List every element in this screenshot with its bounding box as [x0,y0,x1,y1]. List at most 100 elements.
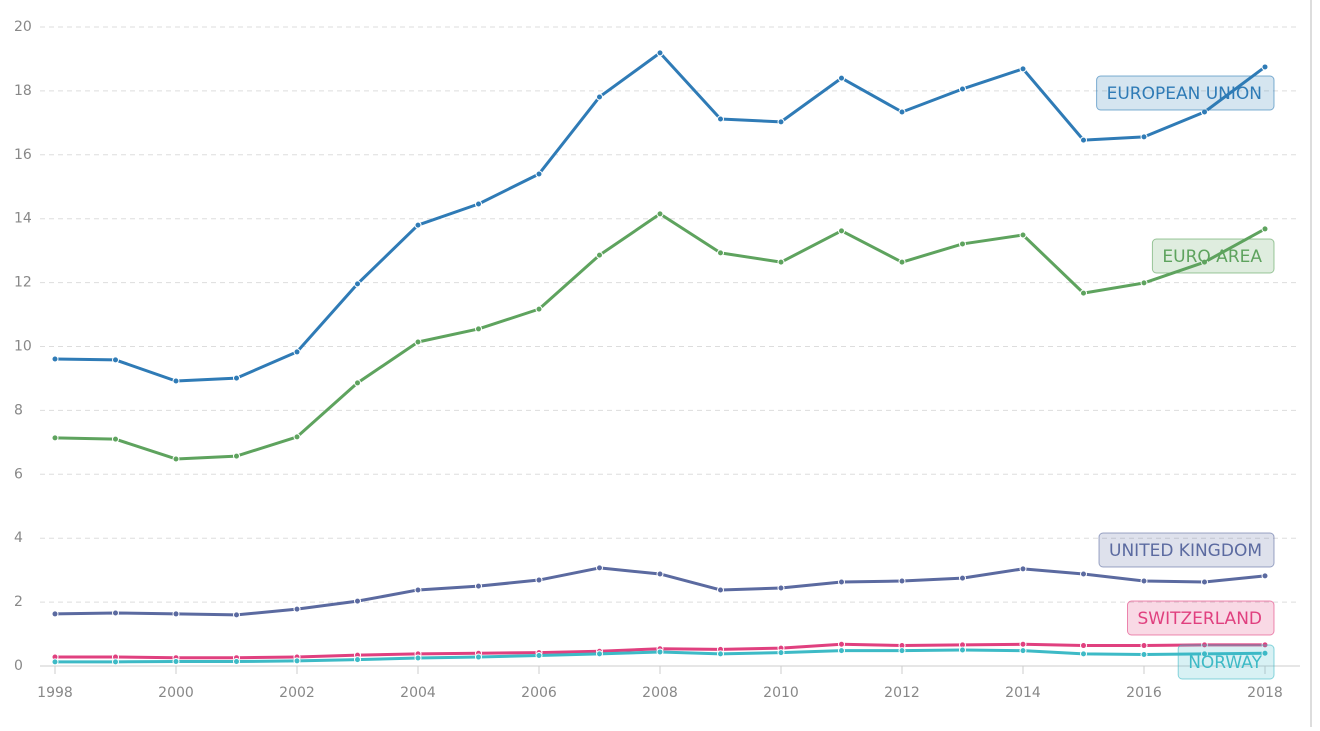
point [414,586,422,594]
point [233,374,240,382]
point [475,653,482,661]
point [112,658,119,666]
point [838,74,845,82]
point [1140,642,1148,650]
point [51,610,59,618]
point [656,648,664,656]
legend-box [1177,644,1275,680]
point [777,584,785,592]
point [777,118,785,126]
point [1201,650,1208,658]
x-tick-label: 1998 [37,685,73,701]
point [354,656,361,664]
y-tick-label: 20 [14,19,32,35]
point [838,640,845,648]
point [172,658,180,666]
x-tick-label: 2014 [1005,685,1041,701]
point [717,586,724,594]
point [1019,231,1027,239]
point [717,650,724,658]
point [354,280,361,288]
point [172,610,180,618]
point [1019,647,1027,655]
point [1140,279,1148,287]
point [51,355,59,363]
point [1019,565,1027,573]
point [354,597,361,605]
point [1261,63,1269,71]
y-tick-label: 8 [14,402,23,418]
point [354,379,361,387]
point [1080,136,1087,144]
point [656,210,664,218]
point [1140,577,1148,585]
legend-box [1098,532,1275,568]
point [1201,258,1208,266]
point [959,646,966,654]
point [414,221,422,229]
point [1019,640,1027,648]
legend-label: NORWAY [1188,653,1262,673]
point [475,200,482,208]
point [112,356,119,364]
point [51,434,59,442]
point [233,452,240,460]
point [112,435,119,443]
point [898,258,906,266]
legend-box [1151,238,1275,274]
y-tick-label: 2 [14,594,23,610]
point [959,85,966,93]
point [1080,570,1087,578]
point [838,227,845,235]
point [414,338,422,346]
legend-label: EUROPEAN UNION [1107,84,1262,104]
y-tick-label: 12 [14,275,32,291]
series-line [54,212,1266,461]
point [172,377,180,385]
point [475,582,482,590]
x-tick-label: 2018 [1247,685,1283,701]
point [293,348,301,356]
point [233,611,240,619]
point [717,115,724,123]
point [414,654,422,662]
point [1019,65,1027,73]
point [596,564,603,572]
legend-label: EURO AREA [1162,247,1262,267]
point [1080,289,1087,297]
point [293,657,301,665]
legend-box [1096,75,1275,111]
point [717,249,724,257]
point [838,578,845,586]
point [1201,578,1208,586]
y-tick-label: 6 [14,466,23,482]
point [656,49,664,57]
point [475,325,482,333]
point [898,647,906,655]
point [1261,225,1269,233]
x-tick-label: 2016 [1126,685,1162,701]
point [112,609,119,617]
point [293,605,301,613]
y-tick-label: 4 [14,530,23,546]
x-tick-label: 2004 [400,685,436,701]
point [838,647,845,655]
point [1140,650,1148,658]
point [293,433,301,441]
x-tick-label: 2002 [279,685,315,701]
x-tick-label: 2012 [884,685,920,701]
point [172,455,180,463]
point [1261,649,1269,657]
point [1261,572,1269,580]
legend-label: SWITZERLAND [1138,609,1263,629]
point [1080,650,1087,658]
point [1080,642,1087,650]
legend-box [1127,600,1275,636]
point [1140,133,1148,141]
point [535,576,543,584]
point [777,649,785,657]
point [596,93,603,101]
x-tick-label: 2006 [521,685,557,701]
point [656,570,664,578]
